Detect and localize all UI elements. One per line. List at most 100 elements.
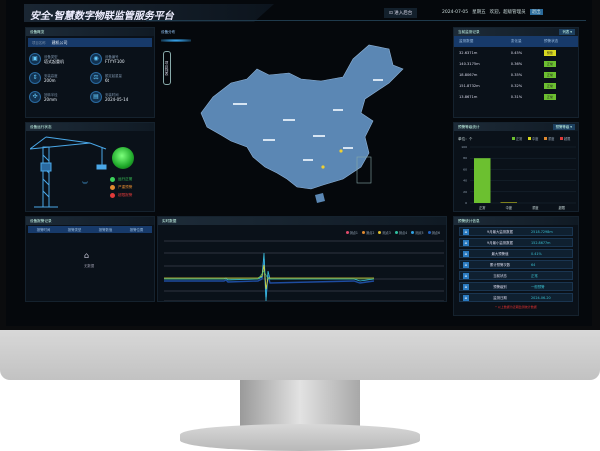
china-map[interactable] (193, 39, 413, 209)
status-badge: 正常 (543, 71, 556, 78)
status-badge: 正常 (543, 60, 556, 67)
bar[interactable] (500, 202, 518, 203)
legend-marker-icon (378, 231, 382, 234)
overview-item: ✣ 回转半径 20mm (29, 91, 90, 103)
column-header: 变化量 (510, 39, 522, 43)
inbox-icon: ⌂ (84, 251, 90, 260)
table-row[interactable]: 151.8732m 0.32% 正常 (454, 80, 578, 91)
title-glow (161, 39, 191, 42)
stat-row: ⌂ 9月最小监测数据 152.8677m (459, 238, 573, 247)
legend-marker-icon (394, 231, 398, 234)
table-row[interactable]: 13.8671m 0.31% 正常 (454, 91, 578, 102)
x-tick-label: 正常 (479, 205, 485, 210)
bar[interactable] (474, 158, 491, 203)
legend-label: 中度 (532, 136, 539, 141)
stat-icon: ⌂ (463, 239, 469, 246)
realtime-line-chart (164, 240, 444, 301)
chart-title: 预警等级统计 (458, 125, 480, 129)
realtime-data-panel: 实时数据 测点1 测点2 测点3 测点4 测点5 测点6 (157, 216, 447, 302)
height-icon: ⇕ (29, 72, 41, 84)
legend-marker-icon (345, 231, 349, 234)
status-lamp (112, 147, 134, 169)
welcome: 欢迎，超级管理员 (489, 10, 526, 15)
status-dot-icon (110, 193, 115, 198)
monitor-base (180, 424, 420, 451)
legend-label: 超限 (564, 136, 571, 141)
enter-backend-button[interactable]: ⊡ 进入后台 (384, 8, 418, 18)
series-line-3 (164, 264, 374, 290)
stat-icon: ⌂ (463, 283, 469, 290)
tower-crane-icon: ︾ (30, 136, 107, 208)
date: 2024-07-05 (442, 9, 469, 15)
svg-text:︾: ︾ (82, 182, 88, 189)
x-tick-label: 超限 (559, 205, 566, 210)
panel-title: 预警统计信息 (454, 217, 578, 225)
weight-icon: ⚖ (90, 72, 102, 84)
stat-row: ⌂ 最大预警值 0.41% (459, 249, 573, 258)
calendar-icon: ▤ (90, 91, 102, 103)
monitor-stand (240, 380, 360, 428)
map-panel: 设备分布 项目列表 (157, 27, 447, 213)
view-dropdown[interactable]: 列表 ▾ (559, 29, 575, 35)
legend-item[interactable]: 测点5 (411, 230, 424, 235)
legend-item[interactable]: 测点6 (427, 230, 440, 235)
legend-item[interactable]: 测点3 (378, 230, 391, 235)
panel-title: 设备运行状态 (26, 123, 154, 131)
status-legend-item: 运行正常 (110, 177, 132, 182)
legend-marker-icon (361, 231, 365, 234)
legend-marker (528, 137, 531, 140)
y-tick-label: 40 (463, 179, 467, 183)
status-legend-item: 严重预警 (110, 185, 132, 190)
column-header: 监测数据 (459, 39, 474, 43)
legend-marker-icon (427, 231, 431, 234)
legend-marker (544, 137, 547, 140)
stat-icon: ⌂ (463, 261, 469, 268)
y-tick-label: 100 (461, 145, 467, 149)
table-row[interactable]: 140.3175m 0.36% 正常 (454, 58, 578, 69)
column-header: 报警时间 (36, 228, 51, 232)
panel-title: 实时数据 (158, 217, 446, 225)
overview-item: ▣ 设备类型 塔式起重机 (29, 53, 90, 65)
device-overview-panel: 设备概览 项目名称 建机公司 ▣ 设备类型 塔式起重机 ◉ 设备编号 FTYYF100 ⇕ 安装… (25, 27, 155, 118)
alarm-record-panel: 设备报警记录 报警时间 报警类型 报警数值 报警位置 ⌂ 无数据 (25, 216, 155, 302)
legend-item[interactable]: 测点1 (345, 230, 358, 235)
y-axis-label: 单位：个 (458, 136, 473, 141)
column-header: 报警类型 (67, 228, 82, 232)
table-row[interactable]: 18.8067m 0.35% 正常 (454, 69, 578, 80)
status-badge: 正常 (543, 82, 556, 89)
stats-footer: * 以上数据为近期监测统计数据 (495, 305, 537, 309)
stat-row: ⌂ 9月最大监测数据 2518.7298m (459, 227, 573, 236)
warning-level-panel: 预警等级统计 预警等级 ▾ 单位：个 正常 中度 重度 超限 0 20 40 60 80 100 正常中… (453, 122, 579, 212)
header-bar: 安全·智慧数字物联监管服务平台 (24, 4, 274, 22)
legend-item[interactable]: 测点2 (361, 230, 374, 235)
level-dropdown[interactable]: 预警等级 ▾ (552, 124, 575, 130)
map-title: 设备分布 (161, 30, 176, 34)
project-value: 建机公司 (51, 39, 68, 45)
column-header: 预警状态 (543, 39, 559, 43)
column-header: 报警位置 (129, 228, 144, 232)
logout-button[interactable]: 退出 (529, 9, 543, 15)
stat-row: ⌂ 监测日期 2024-06-20 (459, 293, 573, 302)
header-info: 2024-07-05 星期五 欢迎，超级管理员 退出 (442, 9, 543, 15)
y-tick-label: 20 (463, 190, 467, 194)
x-tick-label: 重度 (532, 205, 539, 210)
stat-icon: ⌂ (463, 294, 469, 301)
header-divider (146, 20, 586, 21)
series-line-4 (164, 270, 374, 280)
status-dot-icon (110, 185, 115, 190)
fan-icon: ✣ (29, 91, 41, 103)
legend-item[interactable]: 测点4 (394, 230, 407, 235)
column-header: 报警数值 (98, 228, 113, 232)
project-list-button[interactable]: 项目列表 (163, 51, 171, 85)
table-row[interactable]: 32.6371m 0.45% 预警 (454, 47, 578, 58)
overview-item: ⇕ 安装高度 200m (29, 72, 90, 84)
panel-title: 当前监测记录 (458, 30, 480, 34)
panel-title: 设备报警记录 (26, 217, 154, 225)
device-status-panel: 设备运行状态 ︾ 运行正常 严重预警 超限报警 (25, 122, 155, 212)
stat-icon: ⌂ (463, 228, 469, 235)
legend-label: 正常 (516, 136, 522, 141)
y-tick-label: 80 (463, 156, 467, 160)
crane-icon: ▣ (29, 53, 41, 65)
legend-label: 重度 (548, 136, 555, 141)
